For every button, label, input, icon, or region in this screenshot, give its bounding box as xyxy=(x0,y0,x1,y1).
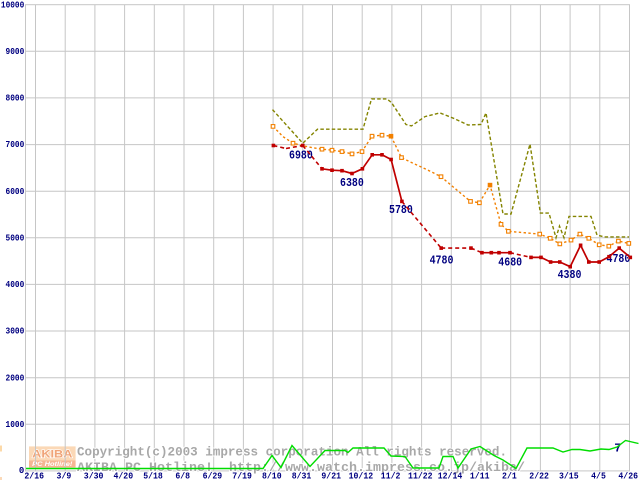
svg-text:7: 7 xyxy=(614,442,621,456)
svg-text:4680: 4680 xyxy=(498,256,522,270)
svg-text:1/11: 1/11 xyxy=(470,471,490,480)
svg-text:10000: 10000 xyxy=(1,0,24,10)
svg-text:6000: 6000 xyxy=(6,187,25,197)
svg-text:11/22: 11/22 xyxy=(408,471,433,480)
svg-text:3/30: 3/30 xyxy=(84,471,104,480)
svg-text:AKIBA PC Hotline! http://www.: AKIBA PC Hotline! http://www.watch.impre… xyxy=(77,461,525,475)
svg-text:4780: 4780 xyxy=(607,252,631,266)
svg-text:9000: 9000 xyxy=(6,47,25,57)
svg-text:7000: 7000 xyxy=(6,140,25,150)
svg-text:12/14: 12/14 xyxy=(438,471,463,480)
svg-text:4380: 4380 xyxy=(558,268,582,282)
svg-text:3000: 3000 xyxy=(6,327,25,337)
svg-text:6380: 6380 xyxy=(340,176,364,190)
svg-text:7/19: 7/19 xyxy=(232,471,252,480)
svg-text:6/29: 6/29 xyxy=(203,471,223,480)
svg-text:6980: 6980 xyxy=(289,149,313,163)
svg-text:6/8: 6/8 xyxy=(175,471,190,480)
svg-text:8/31: 8/31 xyxy=(292,471,312,480)
svg-text:0: 0 xyxy=(19,466,24,476)
svg-text:2000: 2000 xyxy=(6,373,25,383)
svg-text:4/5: 4/5 xyxy=(591,471,606,480)
svg-text:5780: 5780 xyxy=(389,203,413,217)
svg-text:AKIBA: AKIBA xyxy=(32,449,72,461)
svg-text:PC Hotline!: PC Hotline! xyxy=(32,462,72,468)
svg-text:2/16: 2/16 xyxy=(24,471,44,480)
svg-text:8000: 8000 xyxy=(6,94,25,104)
svg-text:2/22: 2/22 xyxy=(529,471,549,480)
svg-text:4000: 4000 xyxy=(6,280,25,290)
svg-text:1000: 1000 xyxy=(6,420,25,430)
svg-text:3/9: 3/9 xyxy=(57,471,72,480)
svg-text:4/20: 4/20 xyxy=(114,471,134,480)
svg-text:9/21: 9/21 xyxy=(321,471,341,480)
svg-text:4780: 4780 xyxy=(430,254,454,268)
svg-text:2/1: 2/1 xyxy=(502,471,517,480)
svg-text:5/18: 5/18 xyxy=(143,471,163,480)
svg-text:8/10: 8/10 xyxy=(262,471,282,480)
svg-text:3/15: 3/15 xyxy=(559,471,579,480)
svg-text:10/12: 10/12 xyxy=(349,471,374,480)
svg-text:11/2: 11/2 xyxy=(381,471,401,480)
svg-text:4/26: 4/26 xyxy=(618,471,638,480)
svg-text:5000: 5000 xyxy=(6,233,25,243)
